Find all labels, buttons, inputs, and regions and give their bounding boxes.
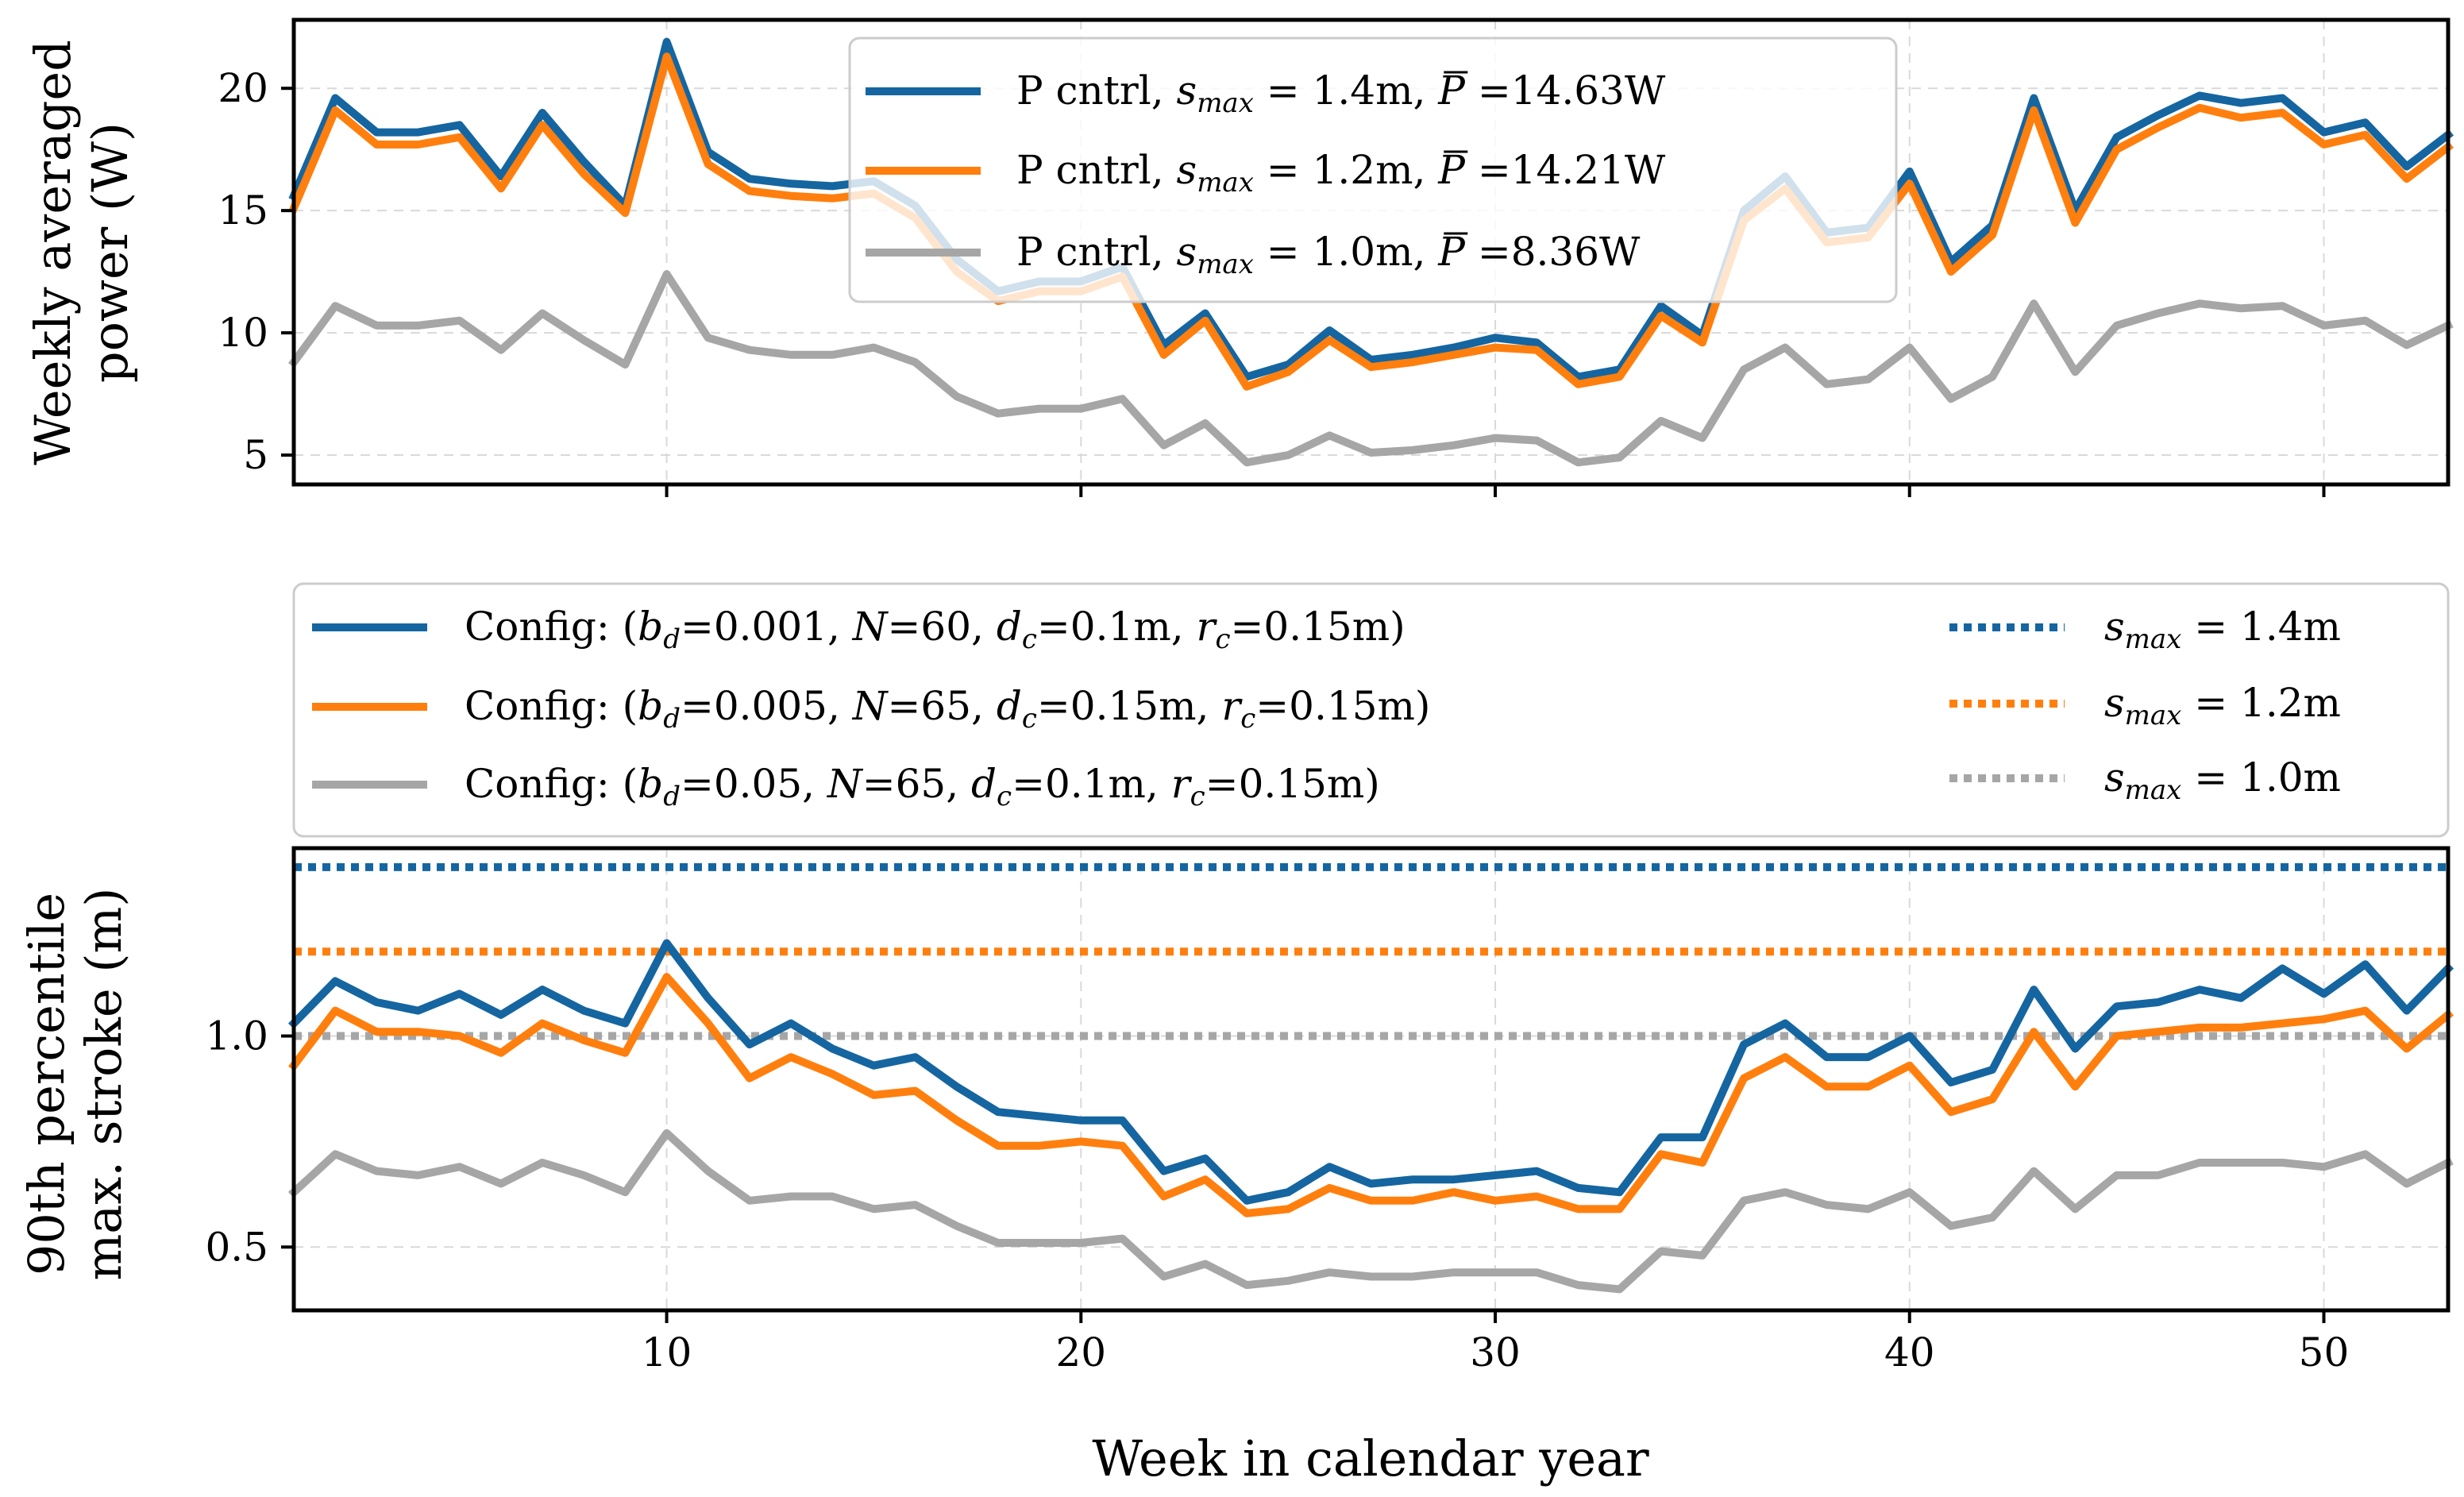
- top-ylabel-line-1: Weekly averaged: [24, 40, 82, 465]
- top-legend-label-2: P cntrl, smax = 1.2m, P =14.21W: [1016, 147, 1666, 199]
- bottom-legend-label-1: Config: (bd=0.001, N=60, dc=0.1m, rc=0.1…: [465, 604, 1406, 655]
- x-tick-label: 50: [2299, 1329, 2350, 1375]
- y-tick-label: 15: [218, 187, 268, 233]
- y-tick-label: 10: [218, 310, 268, 356]
- bottom-legend-entry-6: smax = 1.0m: [1949, 754, 2341, 806]
- top-series-line-3: [288, 270, 2454, 467]
- bottom-legend: Config: (bd=0.001, N=60, dc=0.1m, rc=0.1…: [292, 582, 2450, 838]
- top-legend-entry-3: P cntrl, smax = 1.0m, P =8.36W: [866, 229, 1641, 280]
- y-tick-label: 20: [218, 65, 268, 111]
- x-tick-label: 10: [642, 1329, 692, 1375]
- bottom-series-line-3: [287, 1129, 2454, 1294]
- bottom-legend-entry-4: smax = 1.4m: [1949, 604, 2341, 655]
- x-tick-label: 20: [1055, 1329, 1106, 1375]
- x-tick-label: 40: [1884, 1329, 1935, 1375]
- top-axes-frame: [291, 17, 2451, 487]
- bottom-legend-box: [292, 582, 2450, 838]
- bottom-series: [287, 939, 2454, 1294]
- bottom-series-line-1: [287, 939, 2454, 1205]
- x-tick-label: 30: [1470, 1329, 1521, 1375]
- top-ticks: 5 10 15 20: [218, 65, 2326, 497]
- top-legend-box: [848, 37, 1898, 303]
- y-tick-label: 5: [243, 432, 268, 478]
- bottom-panel: 10 20 30 40 50 0.5 1.0 90th percentile max. st…: [17, 846, 2454, 1487]
- top-ylabel-line-2: power (W): [81, 122, 139, 383]
- bottom-legend-label-4: smax = 1.4m: [2104, 604, 2341, 655]
- bottom-legend-entry-3: Config: (bd=0.05, N=65, dc=0.1m, rc=0.15…: [312, 761, 1380, 812]
- bottom-axes-frame: [291, 846, 2451, 1313]
- bottom-ylabel-line-1: 90th percentile: [17, 893, 75, 1275]
- top-legend-entry-1: P cntrl, smax = 1.4m, P =14.63W: [866, 68, 1666, 119]
- bottom-legend-entry-2: Config: (bd=0.005, N=65, dc=0.15m, rc=0.…: [312, 683, 1430, 735]
- bottom-legend-label-5: smax = 1.2m: [2104, 680, 2341, 731]
- bottom-ylabel-line-2: max. stroke (m): [75, 888, 133, 1281]
- bottom-legend-entry-5: smax = 1.2m: [1949, 680, 2341, 731]
- bottom-series-line-2: [287, 973, 2454, 1217]
- bottom-legend-label-2: Config: (bd=0.005, N=65, dc=0.15m, rc=0.…: [465, 683, 1430, 735]
- top-ylabel: Weekly averaged power (W): [24, 40, 139, 465]
- y-tick-label: 0.5: [205, 1224, 268, 1270]
- top-series: [288, 37, 2454, 467]
- bottom-grid: [294, 848, 2448, 1310]
- x-axis-title: Week in calendar year: [1092, 1429, 1649, 1487]
- bottom-ticks: 10 20 30 40 50 0.5 1.0: [205, 1013, 2349, 1375]
- top-legend: P cntrl, smax = 1.4m, P =14.63W P cntrl,…: [848, 37, 1898, 303]
- y-tick-label: 1.0: [205, 1013, 268, 1059]
- top-legend-label-1: P cntrl, smax = 1.4m, P =14.63W: [1016, 68, 1666, 119]
- top-legend-label-3: P cntrl, smax = 1.0m, P =8.36W: [1016, 229, 1641, 280]
- bottom-ylabel: 90th percentile max. stroke (m): [17, 888, 133, 1281]
- bottom-legend-entry-1: Config: (bd=0.001, N=60, dc=0.1m, rc=0.1…: [312, 604, 1406, 655]
- top-panel: 5 10 15 20 Weekly averaged power (W) P cntr…: [24, 17, 2454, 497]
- top-legend-entry-2: P cntrl, smax = 1.2m, P =14.21W: [866, 147, 1666, 199]
- bottom-legend-label-3: Config: (bd=0.05, N=65, dc=0.1m, rc=0.15…: [465, 761, 1380, 812]
- top-series-line-2: [288, 52, 2454, 391]
- bottom-legend-label-6: smax = 1.0m: [2104, 754, 2341, 806]
- bottom-threshold-lines: [294, 862, 2448, 1040]
